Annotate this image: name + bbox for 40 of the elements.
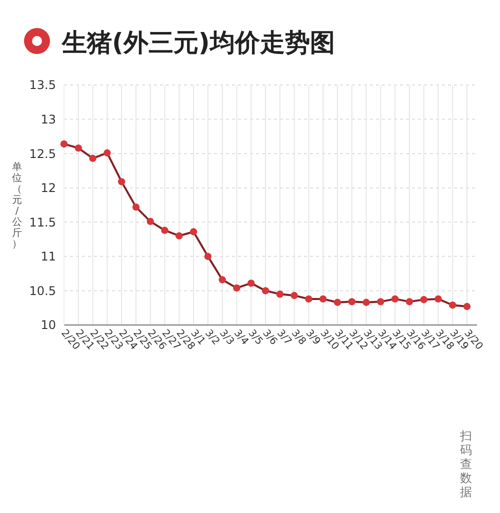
text: 扫码查数据 xyxy=(459,429,472,499)
point xyxy=(434,295,442,303)
point xyxy=(276,290,284,298)
point xyxy=(104,149,111,156)
point xyxy=(262,287,270,294)
chart-title: 生猪(外三元)均价走势图 xyxy=(61,28,335,57)
point xyxy=(362,298,370,306)
point xyxy=(74,144,82,152)
y-axis-title: 单位（元/公斤） xyxy=(12,161,22,250)
point xyxy=(161,226,168,234)
point xyxy=(377,298,384,306)
point xyxy=(118,178,126,186)
point xyxy=(218,276,226,284)
y-tick-label: 13 xyxy=(40,112,56,126)
y-tick-label: 11 xyxy=(40,250,56,264)
point xyxy=(420,296,428,304)
y-tick-label: 10.5 xyxy=(29,284,56,298)
point xyxy=(204,252,212,260)
point xyxy=(348,298,356,306)
y-tick-label: 12.5 xyxy=(29,146,56,161)
point xyxy=(146,218,154,226)
y-tick-label: 11.5 xyxy=(29,215,56,230)
point xyxy=(132,203,140,211)
point xyxy=(334,298,342,306)
y-tick-label: 10 xyxy=(40,318,56,332)
point xyxy=(248,280,255,287)
point xyxy=(406,298,414,306)
point xyxy=(449,302,456,309)
point xyxy=(290,292,298,300)
point xyxy=(233,284,240,292)
point xyxy=(305,295,312,303)
y-tick-label: 12 xyxy=(40,181,56,196)
point xyxy=(319,295,327,303)
y-tick-label: 13.5 xyxy=(29,78,56,92)
point xyxy=(190,228,198,236)
point xyxy=(60,140,68,148)
point xyxy=(176,232,183,240)
point xyxy=(89,154,96,162)
point xyxy=(391,295,399,303)
point xyxy=(463,302,471,310)
